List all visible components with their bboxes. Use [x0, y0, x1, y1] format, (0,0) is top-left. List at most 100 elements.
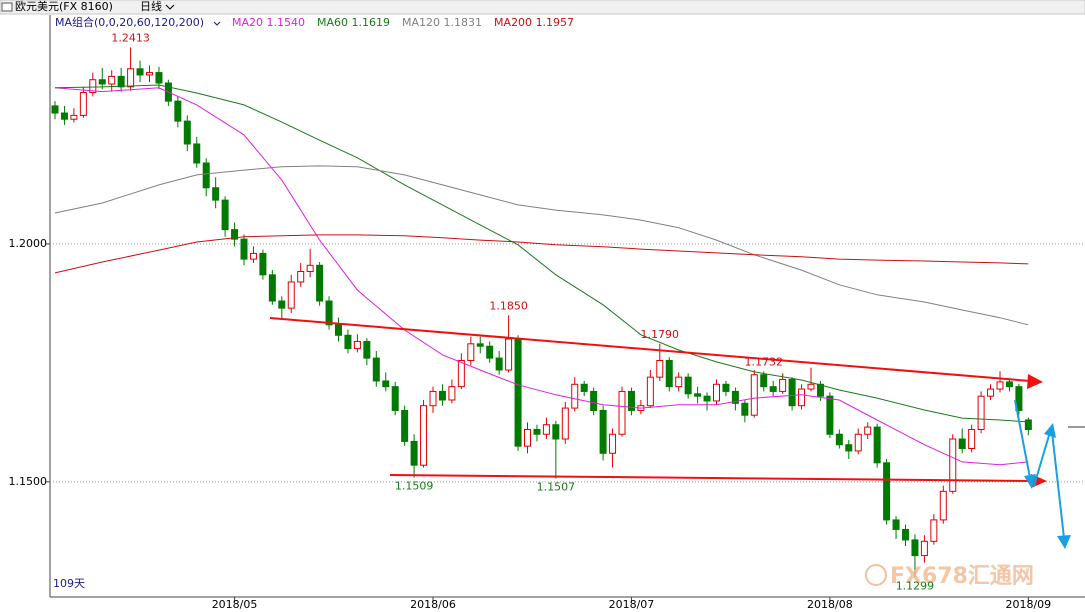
candle-body: [448, 386, 456, 401]
candle-body: [798, 388, 806, 407]
candle-body: [958, 438, 966, 450]
candle-body: [89, 79, 97, 94]
forecast-arrow: [1024, 474, 1036, 489]
candle-body: [618, 390, 626, 435]
candle-body: [146, 72, 153, 76]
candle-body: [287, 281, 295, 309]
legend-name: MA120: [402, 16, 440, 29]
trend-line: [269, 317, 1031, 382]
candle-body: [845, 444, 853, 452]
candle-body: [580, 383, 588, 392]
candle-body: [930, 519, 938, 542]
legend-value: 1.1957: [536, 16, 575, 29]
ma-line: [54, 87, 1029, 466]
candle-body: [335, 324, 342, 336]
forecast-arrow: [1044, 423, 1056, 438]
candle-body: [939, 490, 947, 521]
candle-body: [750, 374, 758, 416]
candle-body: [656, 359, 664, 378]
candle-body: [524, 428, 531, 447]
toolbar: [0, 0, 1085, 15]
candle-body: [268, 274, 276, 302]
candle-body: [108, 75, 116, 85]
candle-body: [816, 383, 824, 397]
price-annotation: 1.2413: [111, 31, 150, 44]
candle-body: [694, 393, 702, 397]
plot: [50, 47, 1085, 578]
candle-body: [1015, 386, 1023, 411]
indicator-dropdown[interactable]: [213, 21, 221, 26]
legend-entry: MA20 1.1540: [232, 16, 305, 29]
candle-body: [344, 334, 352, 350]
candle-body: [883, 462, 891, 521]
candle-body: [212, 187, 220, 201]
candle-body: [703, 395, 711, 402]
toolbar-icon[interactable]: [1, 2, 13, 12]
candle-body: [627, 390, 635, 411]
ma-line: [54, 234, 1029, 274]
candle-body: [684, 376, 692, 395]
candle-body: [495, 357, 503, 371]
candle-body: [977, 395, 985, 430]
candle-body: [231, 229, 239, 240]
period-count: 109天: [53, 577, 85, 590]
candle-body: [542, 424, 550, 435]
candle-body: [51, 105, 59, 114]
candle-body: [70, 114, 78, 120]
candle-body: [60, 112, 68, 120]
candle-body: [826, 395, 834, 435]
period-dropdown[interactable]: [165, 4, 175, 10]
candle-body: [788, 379, 796, 407]
candle-body: [599, 409, 607, 454]
candle-body: [854, 433, 862, 452]
forecast-arrow: [1057, 535, 1071, 549]
ma-line: [54, 84, 1029, 423]
candle-body: [155, 72, 163, 84]
x-tick-label: 2018/08: [807, 598, 853, 611]
legend-name: MA60: [317, 16, 348, 29]
legend-value: 1.1619: [352, 16, 391, 29]
candle-body: [372, 357, 380, 382]
candle-body: [873, 426, 881, 464]
candle-body: [79, 92, 87, 116]
symbol[interactable]: 欧元美元(FX 8160): [15, 0, 113, 13]
candle-body: [240, 238, 248, 260]
candle-body: [429, 390, 437, 407]
candle-body: [835, 433, 843, 446]
candle-body: [505, 338, 513, 371]
candle-body: [98, 79, 106, 85]
x-tick-label: 2018/09: [1005, 598, 1051, 611]
indicator-label[interactable]: MA组合(0,0,20,60,120,200): [55, 15, 204, 29]
candle-body: [476, 343, 484, 347]
candle-body: [382, 380, 390, 388]
candle-body: [1024, 419, 1032, 430]
candle-body: [949, 438, 957, 492]
candle-body: [665, 359, 673, 388]
candle-body: [571, 383, 579, 409]
candle-body: [779, 379, 787, 392]
candle-body: [353, 340, 361, 350]
candle-body: [259, 252, 267, 276]
candle-body: [646, 376, 654, 407]
candle-body: [457, 359, 465, 388]
candle-body: [731, 390, 739, 404]
candle-body: [183, 120, 191, 145]
candle-body: [769, 386, 777, 392]
candle-body: [902, 528, 909, 541]
candle-body: [609, 433, 617, 454]
period[interactable]: 日线: [140, 0, 162, 13]
price-annotation: 1.1299: [896, 579, 935, 592]
price-annotation: 1.1509: [395, 480, 434, 493]
watermark: FX678汇通网: [890, 564, 1034, 589]
candle-body: [533, 428, 541, 435]
candle-body: [741, 402, 749, 416]
legend-entry: MA120 1.1831: [402, 16, 482, 29]
candle-body: [363, 340, 371, 359]
y-tick-label: 1.1500: [9, 475, 48, 488]
candle-body: [552, 424, 560, 440]
forecast-line: [1033, 431, 1051, 487]
candle-body: [968, 428, 976, 450]
candle-body: [297, 270, 305, 283]
price-annotation: 1.1850: [489, 299, 528, 312]
